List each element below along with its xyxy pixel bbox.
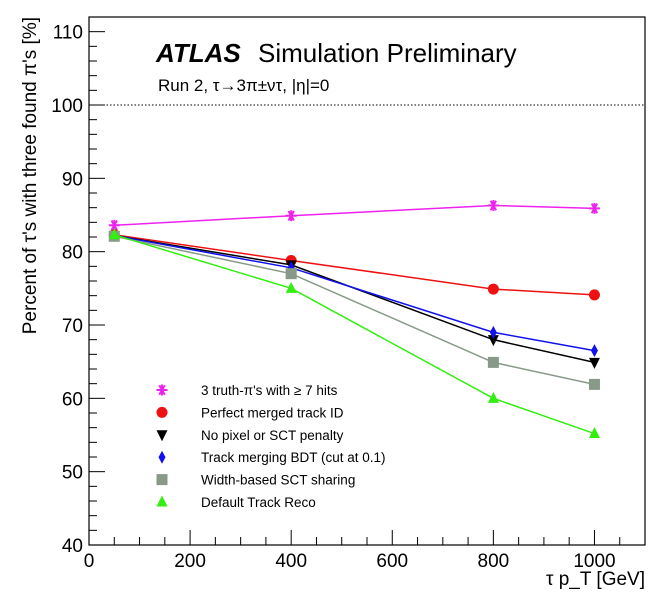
- data-point: [588, 289, 600, 301]
- y-tick-label: 60: [62, 389, 83, 410]
- data-point: [285, 210, 297, 222]
- data-series: [108, 199, 600, 439]
- data-point: [285, 281, 297, 293]
- series-line: [114, 234, 595, 435]
- series-0: [108, 199, 600, 231]
- legend-label: Width-based SCT sharing: [201, 473, 355, 488]
- series-line: [114, 234, 595, 364]
- series-5: [108, 228, 600, 439]
- legend-label: No pixel or SCT penalty: [201, 428, 344, 443]
- atlas-label: ATLAS: [155, 38, 241, 68]
- y-axis-title: Percent of τ's with three found π's [%]: [20, 17, 41, 334]
- legend-marker: [156, 430, 168, 442]
- legend-marker: [156, 495, 168, 507]
- y-tick-label: 100: [51, 96, 83, 117]
- x-tick-label: 400: [275, 551, 307, 572]
- axis-ticks: 0 200 400 600 800 1000 40 50 60 70 80 90 100 110: [51, 16, 621, 572]
- x-tick-label: 1000: [573, 551, 615, 572]
- plot-frame: [88, 16, 646, 546]
- legend-marker: [156, 474, 168, 486]
- y-tick-label: 90: [62, 169, 83, 190]
- series-line: [114, 235, 595, 386]
- series-2: [108, 231, 600, 369]
- data-point: [487, 391, 499, 403]
- series-line: [114, 234, 595, 352]
- series-line: [114, 234, 595, 296]
- x-tick-label: 0: [84, 551, 95, 572]
- legend-label: Default Track Reco: [201, 495, 316, 510]
- x-axis-title: τ p_T [GeV]: [546, 569, 645, 590]
- y-tick-label: 110: [53, 23, 83, 44]
- x-tick-label: 800: [478, 551, 510, 572]
- y-tick-label: 80: [62, 243, 83, 264]
- x-tick-label: 600: [376, 551, 408, 572]
- series-line: [114, 204, 595, 227]
- data-point: [588, 378, 600, 390]
- data-point: [285, 268, 297, 280]
- y-tick-label: 40: [62, 536, 83, 557]
- atlas-status-label: Simulation Preliminary: [258, 38, 517, 68]
- legend-label: Track merging BDT (cut at 0.1): [201, 450, 386, 465]
- data-point: [588, 427, 600, 439]
- data-point: [588, 202, 600, 214]
- legend-marker: [158, 450, 166, 464]
- data-point: [108, 228, 120, 240]
- y-tick-label: 50: [62, 463, 83, 484]
- legend-label: Perfect merged track ID: [201, 405, 344, 420]
- data-point: [487, 283, 499, 295]
- legend-marker: [156, 406, 168, 418]
- data-point: [489, 325, 497, 339]
- series-3: [110, 229, 598, 358]
- data-point: [590, 344, 598, 358]
- x-tick-label: 200: [174, 551, 206, 572]
- legend: 3 truth-π's with ≥ 7 hits Perfect merged …: [156, 383, 386, 510]
- series-4: [108, 230, 600, 390]
- data-point: [487, 356, 499, 368]
- legend-marker: [156, 384, 168, 396]
- data-point: [588, 357, 600, 369]
- data-point: [487, 199, 499, 211]
- series-1: [108, 229, 600, 301]
- legend-label: 3 truth-π's with ≥ 7 hits: [201, 383, 338, 398]
- chart-subtitle: Run 2, τ→3π±ντ, |η|=0: [158, 76, 329, 95]
- data-point: [487, 335, 499, 347]
- y-tick-label: 70: [62, 316, 83, 337]
